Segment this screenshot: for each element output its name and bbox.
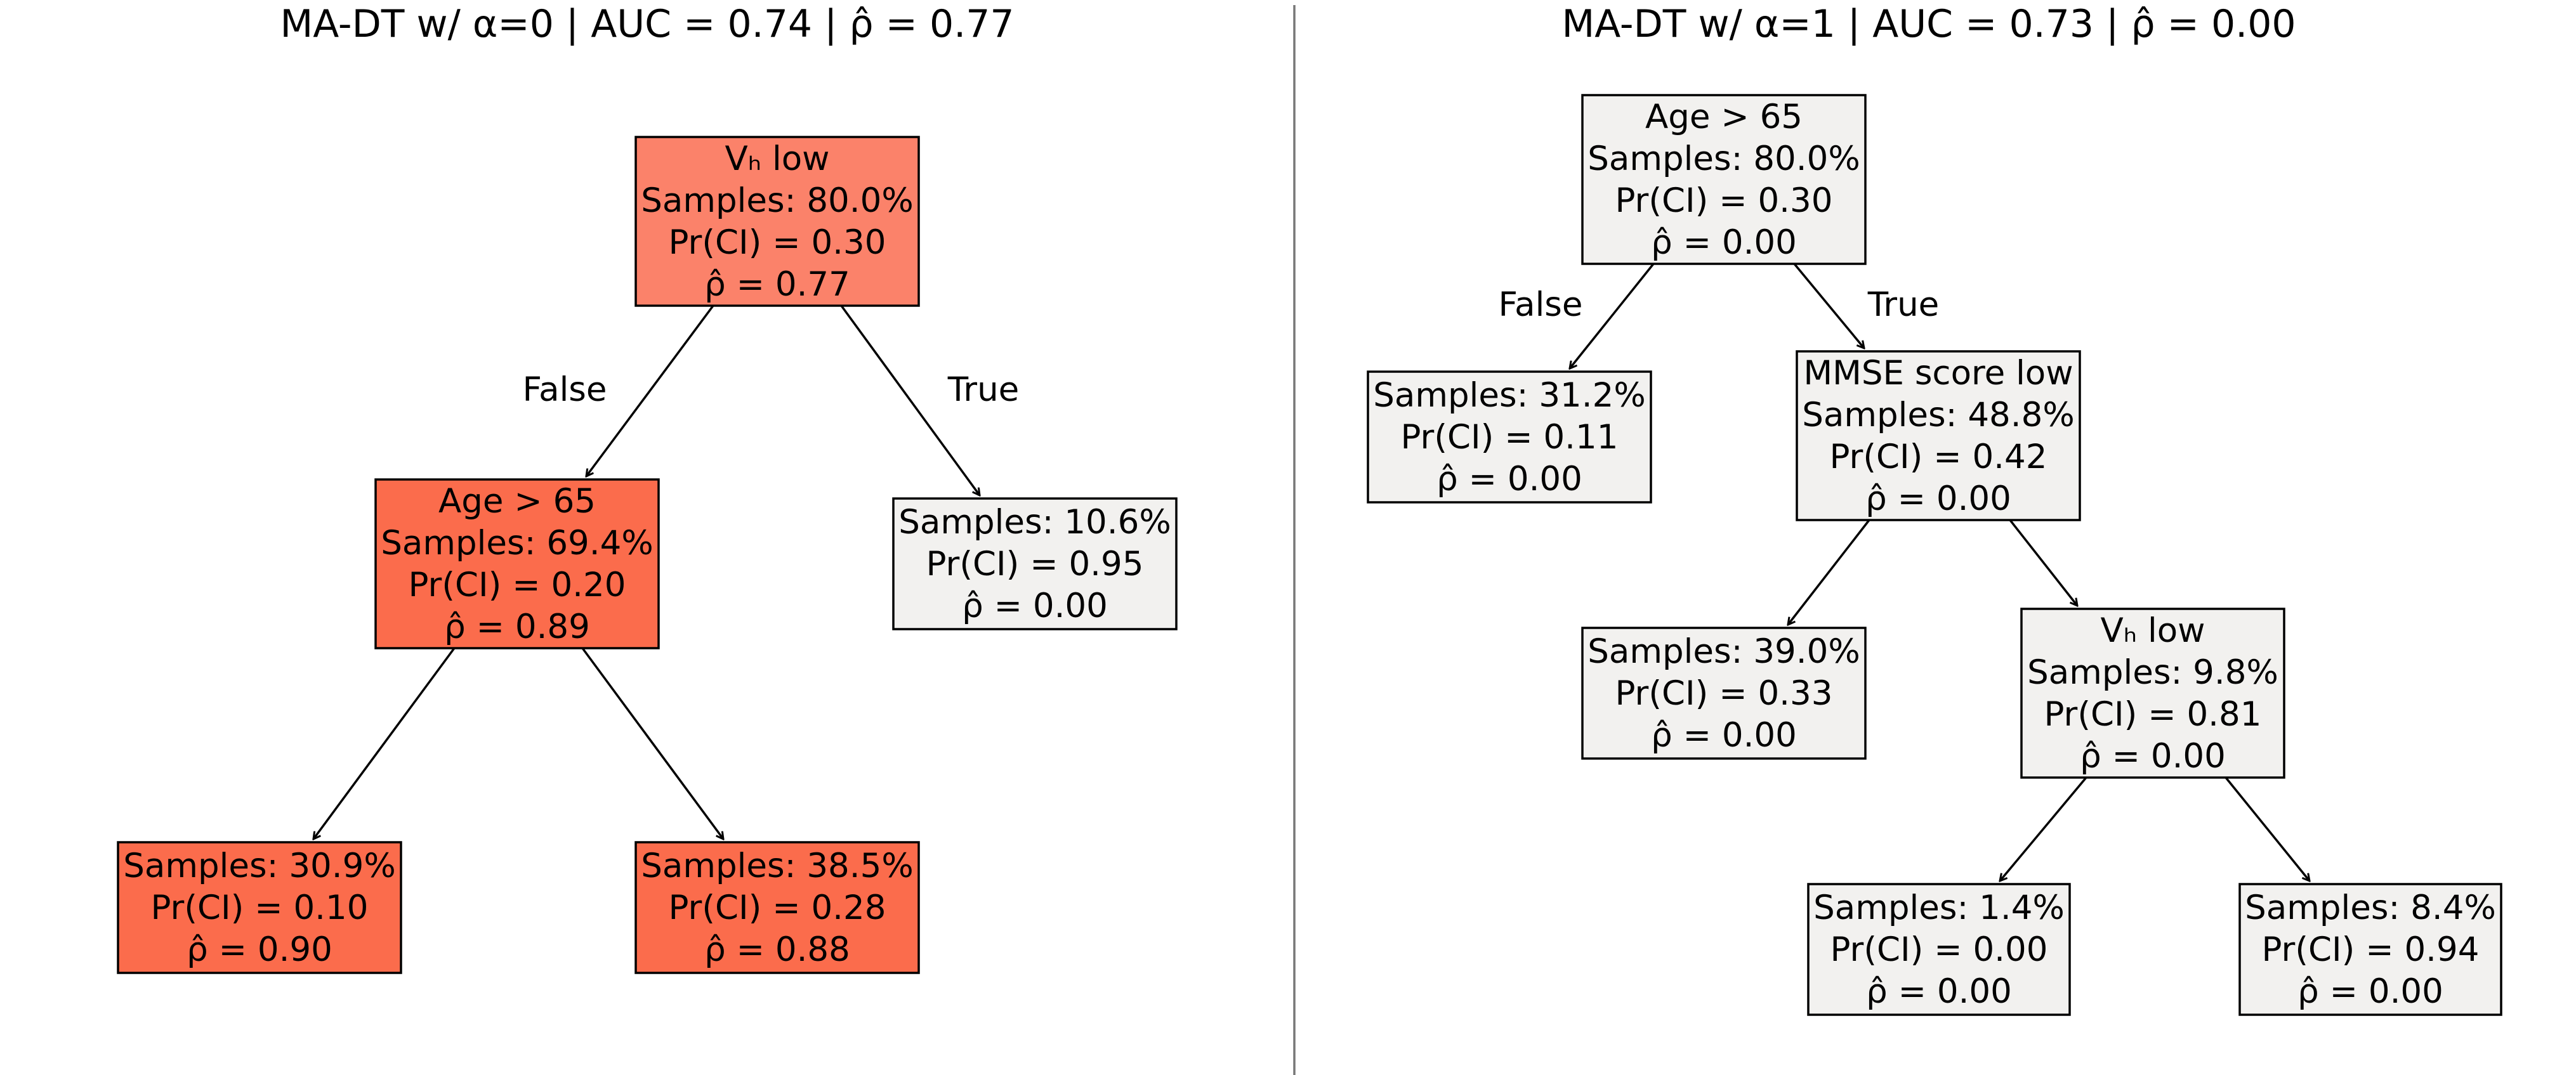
node-text-line: ρ̂ = 0.89 [444, 608, 590, 646]
tree-node: Samples: 38.5% Pr(CI) = 0.28ρ̂ = 0.88 [634, 841, 920, 974]
node-text-line: ρ̂ = 0.77 [704, 265, 850, 304]
node-box [1796, 350, 2081, 521]
node-text-line: Pr(CI) = 0.94 [2262, 930, 2480, 969]
edge-label-false: False [1498, 285, 1582, 324]
edge-label-false: False [522, 370, 607, 409]
node-text-line: Samples: 31.2% [1373, 376, 1645, 415]
edge-arrow [313, 647, 456, 839]
node-text-line: Pr(CI) = 0.81 [2044, 695, 2262, 734]
node-text-line: Pr(CI) = 0.00 [1830, 930, 2048, 969]
node-text-line: Age > 65 [1645, 98, 1803, 136]
node-text-line: ρ̂ = 0.00 [1651, 716, 1797, 755]
node-box [374, 478, 660, 649]
node-box [117, 841, 402, 974]
node-text-line: ρ̂ = 0.00 [1865, 479, 2011, 518]
edge-arrow [2224, 776, 2310, 881]
node-text-line: Samples: 10.6% [898, 503, 1171, 542]
edge-arrow [581, 647, 723, 839]
tree-node: Samples: 31.2%Pr(CI) = 0.11ρ̂ = 0.00 [1367, 370, 1652, 504]
node-text-line: Samples: 30.9% [123, 847, 395, 885]
node-text-line: ρ̂ = 0.00 [1436, 460, 1582, 498]
tree-node: Samples: 1.4%Pr(CI) = 0.00ρ̂ = 0.00 [1807, 883, 2071, 1016]
tree-node: Age > 65 Samples: 80.0%Pr(CI) = 0.30ρ̂ = … [1581, 94, 1867, 265]
node-text-line: Pr(CI) = 0.11 [1401, 418, 1619, 457]
node-box [2020, 608, 2285, 779]
node-text-line: Vₕ low [2100, 611, 2205, 650]
node-text-line: Pr(CI) = 0.28 [669, 889, 886, 927]
node-text-line: Samples: 38.5% [641, 847, 913, 885]
node-text-line: ρ̂ = 0.00 [1866, 972, 2012, 1011]
node-text-line: Pr(CI) = 0.42 [1830, 438, 2047, 476]
edge-arrow [1793, 263, 1864, 348]
node-text-line: Pr(CI) = 0.20 [409, 566, 626, 604]
node-box [634, 136, 920, 307]
node-box [1807, 883, 2071, 1016]
node-text-line: ρ̂ = 0.90 [187, 930, 332, 969]
node-text-line: ρ̂ = 0.88 [704, 930, 850, 969]
node-text-line: ρ̂ = 0.00 [2297, 972, 2443, 1011]
edge-arrow [586, 304, 714, 476]
node-box [1581, 94, 1867, 265]
tree-title: MA-DT w/ α=1 | AUC = 0.73 | ρ̂ = 0.00 [1561, 2, 2296, 46]
node-text-line: Pr(CI) = 0.95 [926, 545, 1144, 583]
tree-panel-1: MA-DT w/ α=0 | AUC = 0.74 | ρ̂ = 0.77 Fal… [117, 2, 1178, 974]
node-text-line: Samples: 9.8% [2027, 653, 2278, 692]
node-text-line: MMSE score low [1803, 354, 2073, 393]
node-text-line: Samples: 8.4% [2245, 889, 2496, 927]
tree-node: Samples: 39.0%Pr(CI) = 0.33ρ̂ = 0.00 [1581, 627, 1867, 760]
edge-arrow [1570, 263, 1655, 368]
node-text-line: Samples: 80.0% [1587, 140, 1860, 178]
edge-arrow [1788, 519, 1870, 625]
tree-node: Samples: 8.4%Pr(CI) = 0.94ρ̂ = 0.00 [2238, 883, 2502, 1016]
node-box [892, 497, 1178, 630]
node-text-line: Pr(CI) = 0.30 [1615, 181, 1833, 220]
edge-arrow [2000, 776, 2087, 881]
edge-label-true: True [947, 370, 1020, 409]
node-box [1367, 370, 1652, 504]
node-text-line: Samples: 1.4% [1813, 889, 2065, 927]
node-text-line: Pr(CI) = 0.33 [1615, 674, 1833, 713]
node-text-line: Pr(CI) = 0.30 [669, 223, 886, 262]
node-box [634, 841, 920, 974]
tree-node: Samples: 30.9% Pr(CI) = 0.10ρ̂ = 0.90 [117, 841, 402, 974]
node-text-line: Vₕ low [725, 140, 829, 178]
node-text-line: Samples: 48.8% [1802, 396, 2074, 434]
tree-panel-2: MA-DT w/ α=1 | AUC = 0.73 | ρ̂ = 0.00 Fal… [1367, 2, 2502, 1016]
node-box [2238, 883, 2502, 1016]
node-box [1581, 627, 1867, 760]
node-text-line: ρ̂ = 0.00 [2080, 737, 2226, 776]
node-text-line: Pr(CI) = 0.10 [151, 889, 369, 927]
node-text-line: ρ̂ = 0.00 [1651, 223, 1797, 262]
node-text-line: Samples: 39.0% [1587, 632, 1860, 671]
node-text-line: Age > 65 [438, 482, 596, 521]
node-text-line: Samples: 80.0% [641, 181, 913, 220]
tree-title: MA-DT w/ α=0 | AUC = 0.74 | ρ̂ = 0.77 [280, 2, 1014, 46]
edge-label-true: True [1867, 285, 1940, 324]
edge-arrow [2009, 519, 2077, 606]
tree-node: Samples: 10.6%Pr(CI) = 0.95 ρ̂ = 0.00 [892, 497, 1178, 630]
node-text-line: Samples: 69.4% [381, 524, 653, 563]
node-text-line: ρ̂ = 0.00 [962, 587, 1108, 625]
edge-arrow [840, 304, 980, 495]
